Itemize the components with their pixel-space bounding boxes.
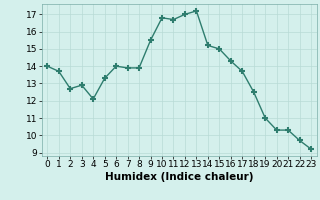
X-axis label: Humidex (Indice chaleur): Humidex (Indice chaleur) <box>105 172 253 182</box>
